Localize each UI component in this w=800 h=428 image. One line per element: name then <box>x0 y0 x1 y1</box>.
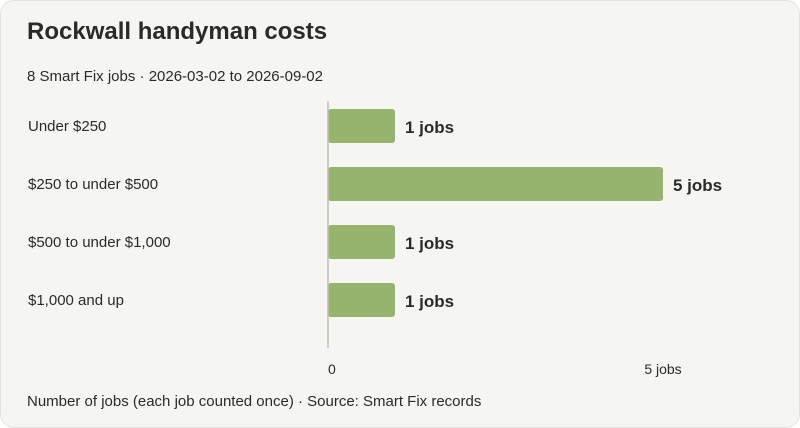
chart-subtitle: 8 Smart Fix jobs · 2026-03-02 to 2026-09… <box>27 68 323 85</box>
bar <box>328 109 395 143</box>
value-label: 1 jobs <box>405 118 454 137</box>
bar <box>328 225 395 259</box>
chart-footnote: Number of jobs (each job counted once) ·… <box>27 393 482 410</box>
bar <box>328 167 663 201</box>
value-label: 1 jobs <box>405 292 454 311</box>
chart-title: Rockwall handyman costs <box>27 18 328 45</box>
bar <box>328 283 395 317</box>
category-label: $500 to under $1,000 <box>28 234 171 251</box>
category-label: $250 to under $500 <box>28 176 158 193</box>
category-label: $1,000 and up <box>28 292 124 309</box>
category-label: Under $250 <box>28 118 106 135</box>
x-tick-label: 5 jobs <box>644 361 681 377</box>
value-label: 5 jobs <box>673 176 722 195</box>
x-tick-label: 0 <box>328 361 336 377</box>
value-label: 1 jobs <box>405 234 454 253</box>
